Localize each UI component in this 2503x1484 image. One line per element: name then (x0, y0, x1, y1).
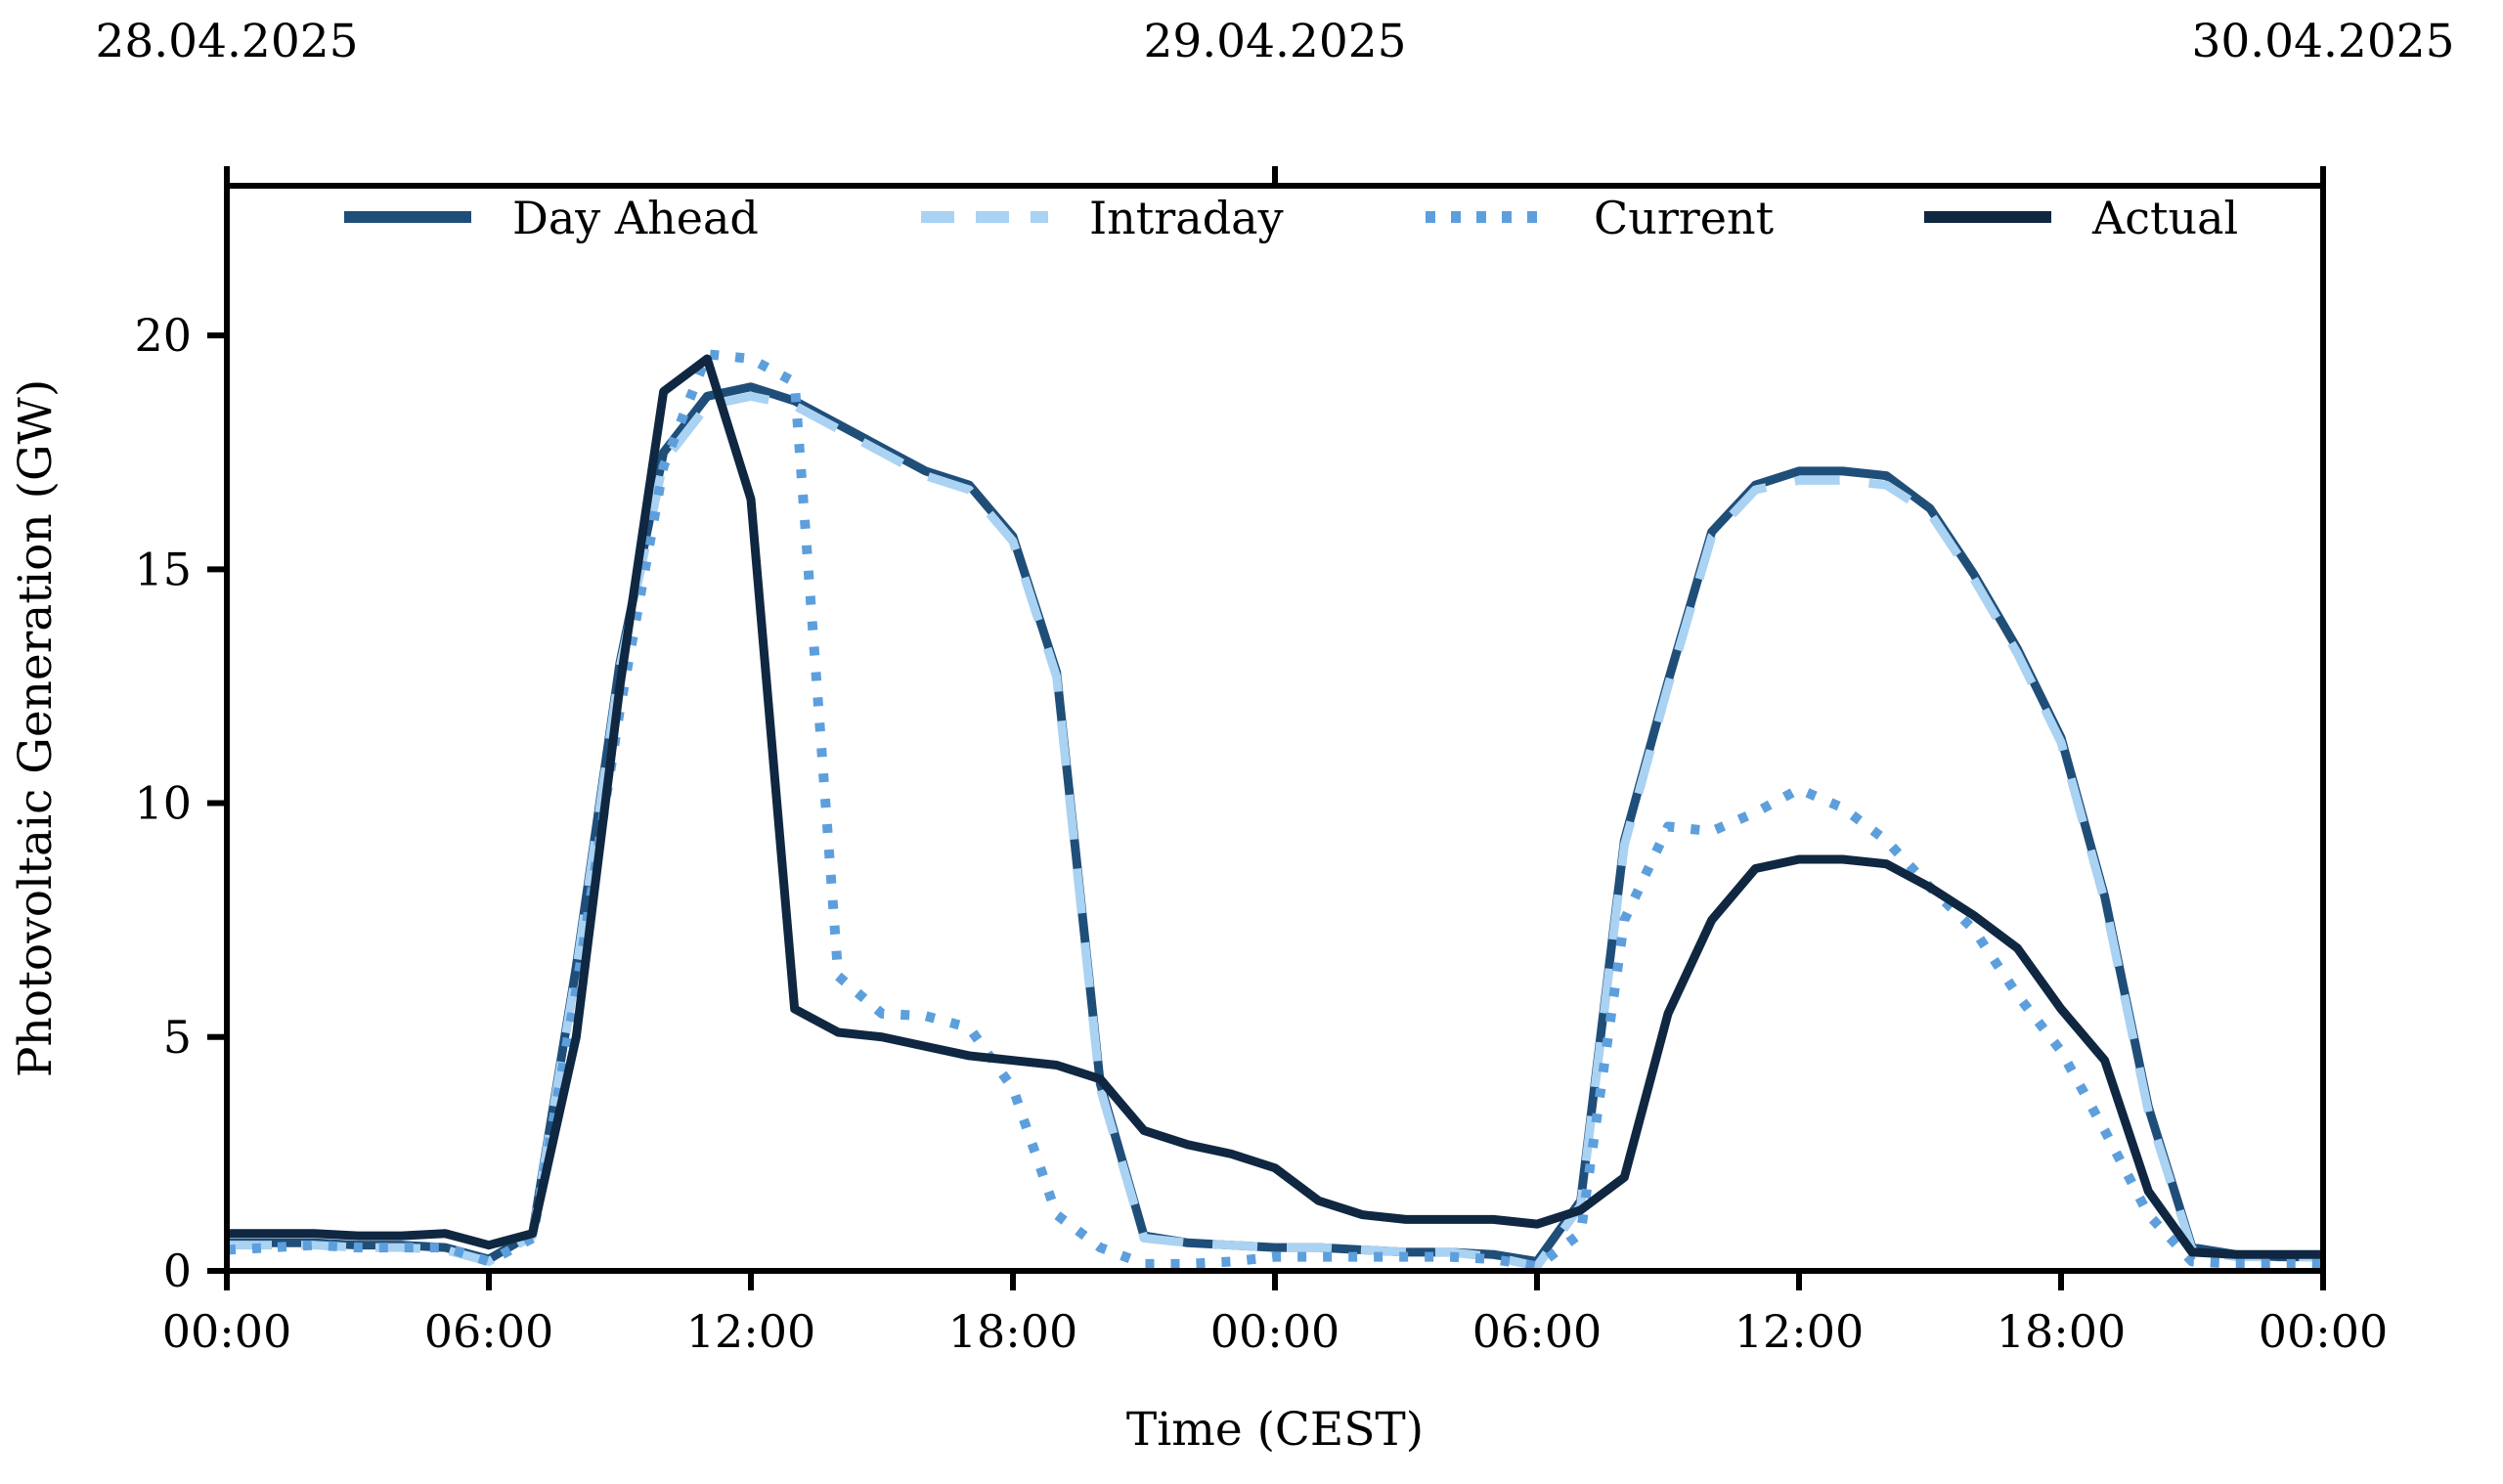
axis-tick-labels: 00:00 06:00 12:00 18:00 00:00 06:00 12:00 18:00… (134, 309, 2388, 1358)
x-tick-label: 18:00 (948, 1305, 1078, 1358)
x-tick-label: 00:00 (1210, 1305, 1340, 1358)
x-tick-label: 12:00 (1735, 1305, 1865, 1358)
legend-label-intraday: Intraday (1089, 192, 1284, 244)
series-actual (227, 354, 2323, 1259)
date-label: 29.04.2025 (1143, 15, 1406, 68)
x-tick-label: 00:00 (162, 1305, 292, 1358)
x-tick-label: 06:00 (424, 1305, 554, 1358)
axis-ticks (207, 166, 2326, 1290)
x-tick-label: 18:00 (1997, 1305, 2127, 1358)
y-axis-title: Photovoltaic Generation (GW) (9, 379, 63, 1077)
plot-border (224, 183, 2326, 1274)
y-tick-label: 20 (134, 309, 192, 362)
top-date-labels: 28.04.2025 29.04.2025 30.04.2025 (95, 15, 2454, 68)
x-tick-label: 12:00 (686, 1305, 816, 1358)
series-lines (226, 349, 2323, 1272)
series-day-ahead (227, 382, 2323, 1266)
series-intraday (227, 391, 2323, 1271)
x-tick-label: 06:00 (1472, 1305, 1603, 1358)
legend-label-actual: Actual (2091, 192, 2238, 244)
x-axis-title: Time (CEST) (1126, 1403, 1424, 1457)
y-tick-label: 0 (163, 1244, 192, 1297)
date-label: 28.04.2025 (95, 15, 358, 68)
legend-label-current: Current (1594, 192, 1775, 244)
x-tick-label: 00:00 (2259, 1305, 2389, 1358)
y-tick-label: 5 (163, 1011, 192, 1064)
axes-frame (224, 183, 2326, 1274)
date-label: 30.04.2025 (2191, 15, 2454, 68)
y-tick-label: 15 (134, 543, 192, 595)
y-tick-label: 10 (134, 777, 192, 830)
series-current (226, 349, 2323, 1272)
legend-label-day-ahead: Day Ahead (512, 192, 759, 244)
legend: Day Ahead Intraday Current Actual (344, 192, 2238, 244)
